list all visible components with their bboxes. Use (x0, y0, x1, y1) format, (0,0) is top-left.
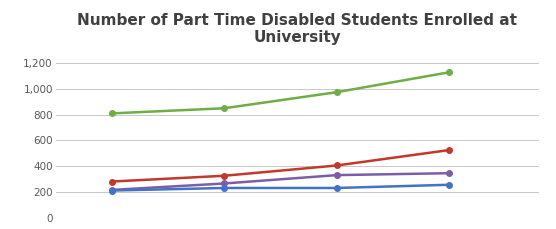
Green (334, 91, 340, 94)
Purple (108, 188, 115, 191)
Green (108, 112, 115, 115)
Green (446, 71, 453, 74)
Purple (446, 172, 453, 174)
Line: Green: Green (109, 69, 452, 116)
Blue (446, 183, 453, 186)
Title: Number of Part Time Disabled Students Enrolled at
University: Number of Part Time Disabled Students En… (77, 13, 518, 45)
Line: Blue: Blue (109, 182, 452, 193)
Red (446, 149, 453, 151)
Red (221, 174, 227, 177)
Blue (221, 187, 227, 189)
Purple (221, 182, 227, 185)
Blue (108, 189, 115, 192)
Line: Purple: Purple (109, 170, 452, 193)
Blue (334, 187, 340, 189)
Red (334, 164, 340, 167)
Line: Red: Red (109, 147, 452, 184)
Purple (334, 174, 340, 177)
Red (108, 180, 115, 183)
Green (221, 107, 227, 110)
